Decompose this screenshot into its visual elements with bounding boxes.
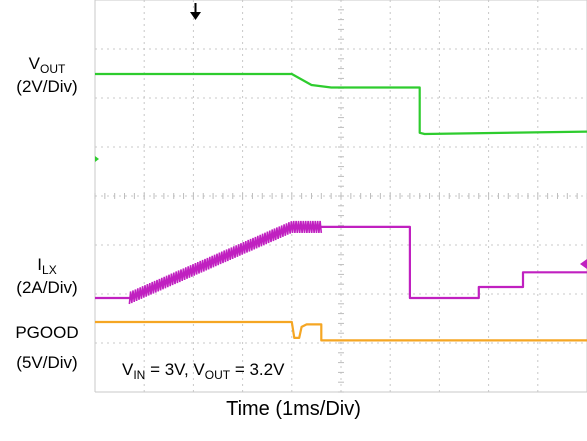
grid (94, 0, 587, 393)
series-label-vout: VOUT (2V/Div) (2, 55, 92, 96)
ilx-trigger-level-marker (580, 259, 587, 269)
trace-vout (95, 72, 587, 136)
markers (95, 3, 587, 269)
series-name-ilx: ILX (37, 255, 57, 278)
x-axis-label: Time (1ms/Div) (226, 398, 361, 420)
series-name-pgood: PGOOD (15, 323, 79, 342)
trace-ilx-noise (128, 220, 323, 305)
trigger-position-marker (190, 12, 201, 20)
series-scale-ilx: (2A/Div) (16, 278, 78, 297)
vout-channel-marker (95, 156, 99, 162)
trace-pgood (95, 320, 587, 342)
conditions-annotation: VIN = 3V, VOUT = 3.2V (122, 360, 285, 382)
series-label-ilx: ILX (2A/Div) (2, 256, 92, 297)
series-scale-vout: (2V/Div) (16, 77, 78, 96)
traces (95, 72, 587, 342)
series-name-vout: VOUT (28, 54, 66, 77)
series-scale-pgood: (5V/Div) (16, 353, 78, 372)
series-label-pgood: PGOOD (5V/Div) (2, 318, 92, 378)
